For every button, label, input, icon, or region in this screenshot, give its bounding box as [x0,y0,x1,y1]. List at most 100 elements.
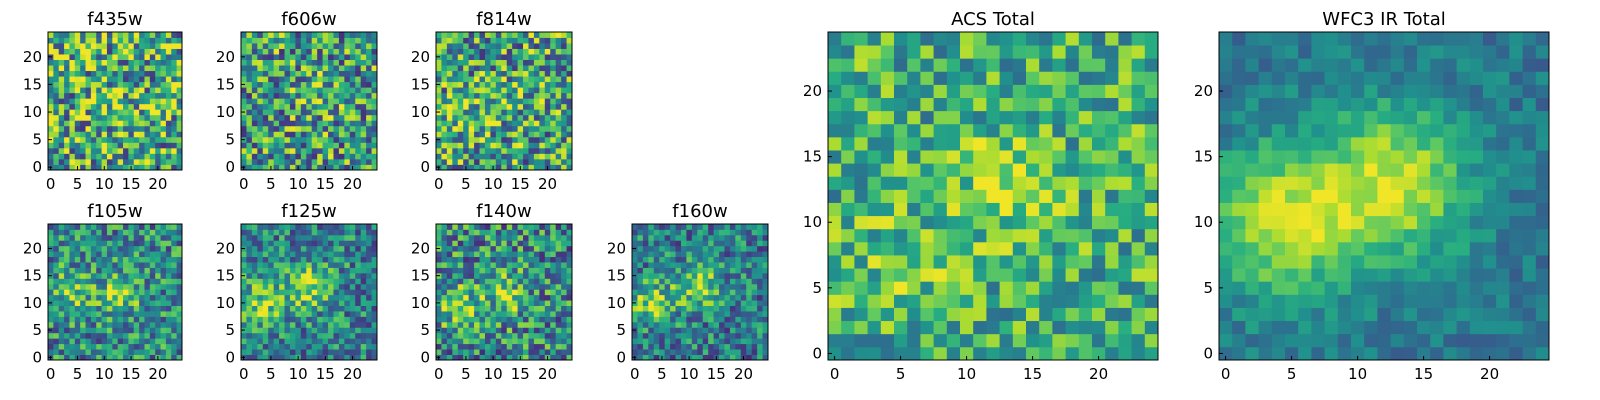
heatmap-cell [123,294,129,301]
heatmap-cell [506,267,513,274]
heatmap-cell [257,87,264,94]
heatmap-cell [48,37,54,44]
heatmap-cell [441,32,448,38]
heatmap-cell [740,338,747,345]
heatmap-cell [463,59,470,66]
heatmap-cell [160,54,167,60]
heatmap-cell [751,321,758,328]
heatmap-cell [484,272,491,279]
heatmap-cell [920,202,934,217]
heatmap-cell [48,131,54,138]
heatmap-cell [960,150,974,164]
heatmap-cell [279,87,285,94]
heatmap-cell [96,120,102,127]
heatmap-cell [648,224,655,230]
heatmap-cell [144,147,151,154]
heatmap-cell [80,32,86,38]
heatmap-cell [333,321,340,328]
heatmap-cell [1078,150,1093,164]
heatmap-cell [436,65,442,72]
heatmap-cell [457,70,464,77]
heatmap-cell [160,262,167,268]
heatmap-cell [561,316,567,323]
heatmap-cell [555,87,562,94]
heatmap-cell [566,142,573,149]
heatmap-cell [555,37,562,44]
heatmap-cell [517,142,524,149]
heatmap-cell [106,147,113,154]
heatmap-cell [322,158,329,165]
heatmap-cell [533,136,540,143]
heatmap-cell [501,251,508,258]
heatmap-cell [349,256,356,263]
heatmap-cell [306,224,313,230]
heatmap-cell [702,262,709,268]
heatmap-cell [117,153,124,160]
heatmap-cell [436,234,442,241]
heatmap-cell [495,311,502,317]
heatmap-cell [64,332,70,339]
heatmap-cell [854,281,868,295]
heatmap-cell [484,354,491,361]
heatmap-cell [90,283,97,290]
heatmap-cell [719,332,725,339]
heatmap-cell [58,98,65,105]
heatmap-cell [539,294,546,301]
heatmap-cell [484,229,491,236]
heatmap-cell [691,321,698,328]
heatmap-cell [533,332,540,339]
heatmap-cell [144,142,151,149]
heatmap-cell [533,321,540,328]
heatmap-cell [160,327,167,334]
heatmap-cell [344,92,351,99]
heatmap-cell [90,278,97,285]
heatmap-cell [441,343,448,350]
heatmap-cell [642,332,649,339]
heatmap-cell [757,316,763,323]
heatmap-cell [273,92,280,99]
heatmap-cell [517,147,524,154]
heatmap-cell [724,251,731,258]
heatmap-cell [452,354,459,361]
heatmap-cell [468,316,475,323]
heatmap-cell [468,294,475,301]
heatmap-cell [550,283,557,290]
heatmap-cell [155,234,161,241]
heatmap-cell [729,305,736,312]
heatmap-cell [854,333,868,348]
heatmap-cell [506,98,513,105]
heatmap-cell [1078,333,1093,348]
heatmap-cell [344,142,351,149]
heatmap-cell [1039,136,1053,151]
heatmap-cell [289,224,296,230]
heatmap-cell [241,278,247,285]
heatmap-cell [512,109,518,116]
heatmap-cell [517,114,524,121]
heatmap-cell [680,256,687,263]
heatmap-cell [289,43,296,49]
heatmap-cell [85,114,92,121]
heatmap-cell [268,300,275,306]
heatmap-cell [539,70,546,77]
heatmap-cell [441,349,448,355]
heatmap-cell [322,349,329,355]
heatmap-cell [757,311,763,317]
heatmap-cell [894,255,908,269]
heatmap-cell [484,37,491,44]
heatmap-cell [176,338,183,345]
heatmap-cell [106,103,113,110]
heatmap-cell [149,59,156,66]
heatmap-cell [512,65,518,72]
heatmap-cell [251,37,258,44]
heatmap-cell [257,109,264,116]
heatmap-cell [58,229,65,236]
heatmap-cell [85,251,92,258]
heatmap-cell [479,131,486,138]
heatmap-cell [468,98,475,105]
heatmap-cell [735,278,742,285]
heatmap-cell [561,87,567,94]
heatmap-cell [64,229,70,236]
heatmap-cell [328,147,334,154]
heatmap-cell [986,241,1000,256]
heatmap-cell [149,283,156,290]
